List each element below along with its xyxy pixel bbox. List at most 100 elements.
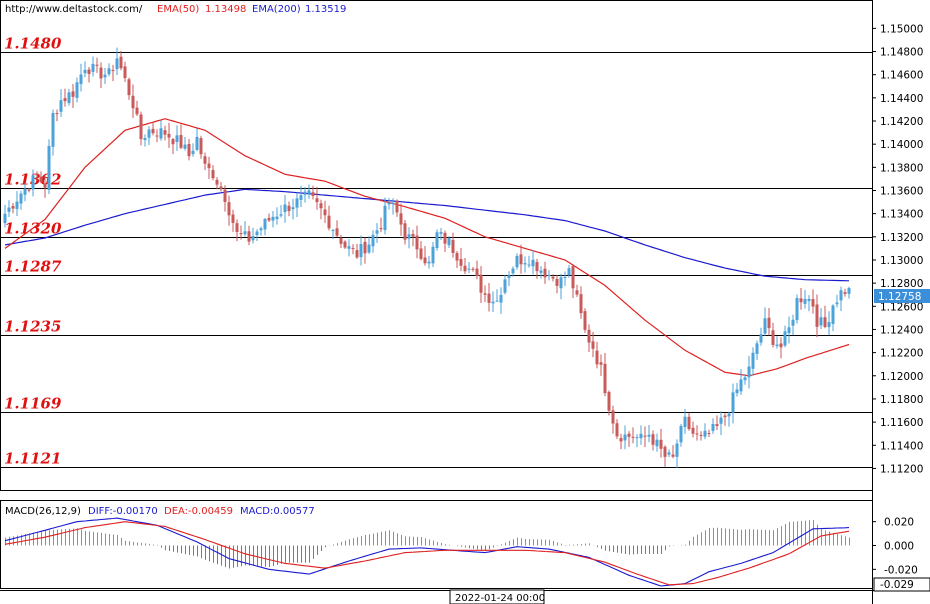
candle [647, 425, 651, 443]
ema200-path [4, 188, 850, 282]
candle [315, 186, 319, 210]
price-tick-label: 1.11800 [880, 394, 923, 406]
candle [119, 51, 123, 71]
candle [347, 239, 351, 257]
candle [307, 184, 311, 199]
candle [35, 171, 39, 181]
candle [479, 266, 483, 303]
candle [239, 225, 243, 240]
candle [367, 236, 371, 254]
price-tick-label: 1.11400 [880, 440, 923, 452]
candle [439, 228, 443, 241]
macd-hist-value: MACD:0.00577 [240, 506, 315, 517]
candle [759, 327, 763, 346]
candle [695, 425, 699, 441]
candle [823, 305, 827, 329]
candle [323, 200, 327, 223]
candle [459, 247, 463, 272]
candle [423, 246, 427, 266]
price-axis: 1.15000 1.14800 1.14600 1.14400 1.14200 1.140… [872, 23, 923, 475]
candle [779, 337, 783, 359]
candle [183, 137, 187, 151]
candle [271, 211, 275, 228]
candle [335, 220, 339, 237]
candle [731, 383, 735, 424]
candle [471, 266, 475, 272]
candle [399, 203, 403, 236]
candle [711, 418, 715, 434]
candle [687, 412, 691, 431]
candle [163, 125, 167, 141]
candle [575, 284, 579, 297]
candle [59, 89, 63, 117]
candle [419, 241, 423, 261]
candle [371, 230, 375, 253]
candle [247, 225, 251, 246]
candle [71, 84, 75, 109]
candle [787, 316, 791, 344]
candle [27, 188, 31, 193]
candle [235, 219, 239, 242]
macd-dea-value: DEA:-0.00459 [164, 506, 233, 517]
candle [811, 289, 815, 314]
price-tick-label: 1.12800 [880, 278, 923, 290]
candle [819, 308, 823, 329]
candle [127, 77, 131, 100]
candle [799, 288, 803, 310]
macd-tick-label: 0.000 [884, 541, 914, 553]
candle [551, 274, 555, 282]
candle [375, 223, 379, 243]
macd-dea-path [4, 521, 850, 586]
candle [815, 294, 819, 338]
candle [267, 213, 271, 222]
candle [499, 287, 503, 314]
price-tick-label: 1.14200 [880, 116, 923, 128]
candle [559, 273, 563, 300]
candle [671, 445, 675, 459]
macd-tick-label: 0.020 [884, 517, 914, 529]
candle [11, 203, 15, 214]
candle [231, 209, 235, 232]
candle [663, 445, 667, 467]
candle [55, 109, 59, 122]
candle [403, 219, 407, 245]
ema50-legend-label: EMA(50) [157, 4, 199, 15]
candle [103, 68, 107, 84]
price-tick-label: 1.14800 [880, 47, 923, 59]
candle [383, 197, 387, 235]
candle [355, 243, 359, 259]
price-tick-label: 1.11200 [880, 463, 923, 475]
candle [363, 237, 367, 264]
candle [391, 198, 395, 215]
candle [743, 374, 747, 385]
candle [715, 415, 719, 431]
candle [763, 307, 767, 336]
candle [147, 126, 151, 145]
candle [123, 61, 127, 82]
candle [7, 200, 11, 218]
candle [63, 88, 67, 107]
candle [351, 244, 355, 255]
candle [31, 169, 35, 197]
candle [115, 47, 119, 75]
candle [783, 325, 787, 348]
candle [155, 129, 159, 143]
candle [259, 226, 263, 236]
candle [67, 89, 71, 106]
candle [487, 283, 491, 312]
candle [219, 181, 223, 192]
candle [555, 275, 559, 294]
candle [179, 124, 183, 150]
candle [535, 258, 539, 279]
candle [583, 308, 587, 333]
candle [495, 289, 499, 302]
candle [167, 122, 171, 148]
candle [139, 111, 143, 146]
candle [295, 193, 299, 217]
ema200-legend-value: 1.13519 [305, 4, 346, 15]
candle [563, 271, 567, 286]
candle [131, 84, 135, 118]
candle [407, 227, 411, 249]
level-label: 1.1169 [4, 395, 62, 413]
price-tick-label: 1.12400 [880, 324, 923, 336]
